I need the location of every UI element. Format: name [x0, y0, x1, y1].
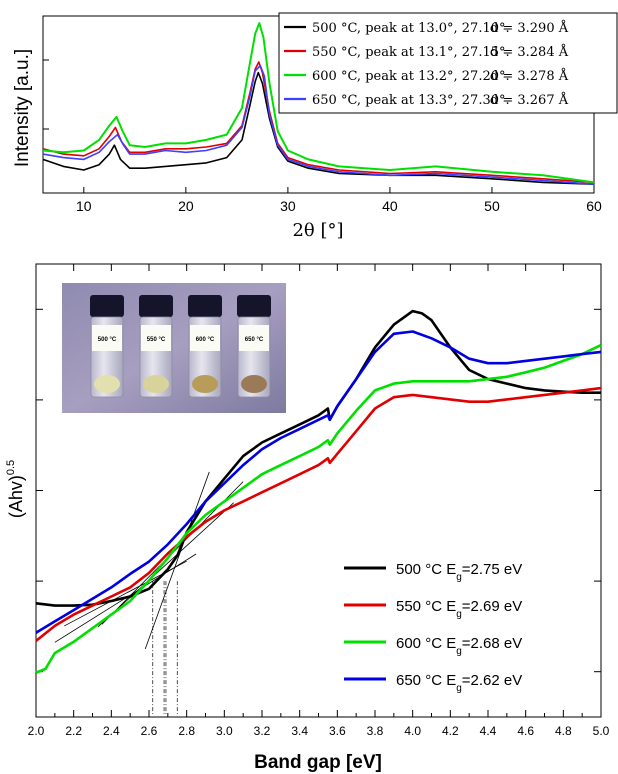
tauc-x-tick-label: 2.4 — [103, 724, 120, 738]
vial-powder — [143, 375, 169, 393]
vials-photo-inset: 500 °C 550 °C 600 °C 650 °C — [62, 283, 286, 413]
tauc-x-tick-label: 3.0 — [216, 724, 233, 738]
tauc-legend-sub-g: g — [456, 646, 462, 657]
xrd-legend-box — [278, 12, 618, 114]
xrd-legend-d-spacing: d = 3.278 Å — [490, 68, 569, 84]
tauc-x-tick-label: 2.6 — [141, 724, 158, 738]
tauc-legend-sub-g: g — [456, 683, 462, 694]
xrd-x-axis-label: 2θ [°] — [292, 220, 343, 241]
xrd-legend-label: 500 °C, peak at 13.0°, 27.10°. — [312, 21, 510, 36]
tauc-x-tick-label: 3.8 — [367, 724, 384, 738]
xrd-x-tick-label: 60 — [586, 198, 602, 214]
tauc-legend-E: E — [446, 561, 456, 578]
tauc-x-tick-label: 3.4 — [291, 724, 308, 738]
xrd-legend-label: 650 °C, peak at 13.3°, 27.30°. — [312, 93, 510, 108]
tauc-legend-E: E — [446, 672, 456, 689]
tauc-x-tick-label: 4.0 — [404, 724, 421, 738]
vial-label-text: 500 °C — [98, 337, 117, 343]
tauc-x-tick-label: 4.6 — [517, 724, 534, 738]
tauc-legend-sub-g: g — [456, 609, 462, 620]
tauc-legend-E: E — [446, 635, 456, 652]
tauc-legend-eg-value: =2.69 eV — [462, 598, 522, 615]
tauc-legend-eg-value: =2.62 eV — [462, 672, 522, 689]
xrd-legend-d-spacing: d = 3.284 Å — [490, 44, 569, 60]
vial-powder — [241, 375, 267, 393]
tangent-line — [144, 471, 210, 650]
tauc-legend-E: E — [446, 598, 456, 615]
vial-label-text: 650 °C — [245, 337, 264, 343]
xrd-x-tick-label: 10 — [76, 198, 92, 214]
tauc-x-tick-label: 2.8 — [178, 724, 195, 738]
tauc-legend-temp: 500 °C — [396, 561, 446, 578]
tauc-y-label-base: (Ahv) — [6, 475, 26, 518]
tauc-series-line — [35, 309, 601, 607]
tauc-y-label-sup: 0.5 — [5, 460, 17, 475]
vial: 500 °C — [90, 295, 124, 398]
vial-label-sticker — [141, 325, 171, 351]
vial-label-text: 550 °C — [147, 337, 166, 343]
tauc-x-tick-label: 3.2 — [254, 724, 271, 738]
vial: 650 °C — [237, 295, 271, 398]
vial-label-text: 600 °C — [196, 337, 215, 343]
tauc-x-tick-label: 2.0 — [28, 724, 45, 738]
tauc-legend-eg-value: =2.75 eV — [462, 561, 522, 578]
vial: 550 °C — [139, 295, 173, 398]
tauc-x-tick-label: 4.2 — [442, 724, 459, 738]
vial-cap — [188, 295, 222, 317]
xrd-series-line — [42, 64, 595, 185]
tauc-legend-temp: 550 °C — [396, 598, 446, 615]
tauc-legend-temp: 600 °C — [396, 635, 446, 652]
tangent-line — [64, 560, 187, 627]
vial-label-sticker — [190, 325, 220, 351]
tauc-legend-label: 550 °C Eg=2.69 eV — [396, 598, 522, 620]
xrd-legend: 500 °C, peak at 13.0°, 27.10°.d = 3.290 … — [278, 12, 618, 114]
vial-powder — [192, 375, 218, 393]
vial-label-sticker — [92, 325, 122, 351]
tauc-series-line — [35, 343, 602, 674]
xrd-series-line — [42, 71, 595, 185]
tauc-legend-label: 500 °C Eg=2.75 eV — [396, 561, 522, 583]
tauc-legend-label: 650 °C Eg=2.62 eV — [396, 672, 522, 694]
tangent-line — [97, 502, 235, 627]
tauc-x-axis-label: Band gap [eV] — [254, 752, 382, 773]
tauc-x-tick-label: 3.6 — [329, 724, 346, 738]
xrd-series-line — [42, 22, 595, 184]
vial: 600 °C — [188, 295, 222, 398]
xrd-legend-d-spacing: d = 3.290 Å — [490, 20, 569, 36]
xrd-y-axis-label: Intensity [a.u.] — [12, 49, 33, 167]
xrd-legend-label: 600 °C, peak at 13.2°, 27.20°. — [312, 69, 510, 84]
tauc-x-tick-label: 5.0 — [593, 724, 610, 738]
tauc-legend-sub-g: g — [456, 572, 462, 583]
xrd-legend-d-spacing: d = 3.267 Å — [490, 92, 569, 108]
tauc-series-line — [35, 386, 602, 642]
tauc-series — [35, 309, 602, 674]
xrd-panel: 10 20 30 40 50 60 Intensity [a.u.] 2θ [°] 500… — [12, 12, 618, 241]
vial-cap — [90, 295, 124, 317]
tauc-legend-temp: 650 °C — [396, 672, 446, 689]
xrd-x-tick-label: 30 — [280, 198, 296, 214]
tauc-legend-eg-value: =2.68 eV — [462, 635, 522, 652]
xrd-x-tick-label: 40 — [382, 198, 398, 214]
xrd-series — [42, 22, 595, 185]
vial-cap — [237, 295, 271, 317]
tauc-x-tick-label: 4.4 — [480, 724, 497, 738]
xrd-x-ticks: 10 20 30 40 50 60 — [76, 187, 602, 214]
tauc-series-line — [35, 330, 602, 634]
xrd-x-tick-label: 50 — [484, 198, 500, 214]
tauc-y-axis-label: (Ahv)0.5 — [5, 460, 26, 518]
xrd-x-tick-label: 20 — [178, 198, 194, 214]
vial-cap — [139, 295, 173, 317]
tauc-x-ticks: 2.0 2.2 2.4 2.6 2.8 3.0 3.2 3.4 3.6 3.8 4.0 4.2 4.4 4… — [28, 264, 610, 738]
vial-powder — [94, 375, 120, 393]
vial-label-sticker — [239, 325, 269, 351]
tauc-legend-label: 600 °C Eg=2.68 eV — [396, 635, 522, 657]
tauc-x-tick-label: 2.2 — [65, 724, 82, 738]
tauc-x-tick-label: 4.8 — [555, 724, 572, 738]
xrd-legend-label: 550 °C, peak at 13.1°, 27.15°. — [312, 45, 510, 60]
tauc-panel: 2.0 2.2 2.4 2.6 2.8 3.0 3.2 3.4 3.6 3.8 4.0 4.2 4.4 4… — [5, 263, 610, 773]
